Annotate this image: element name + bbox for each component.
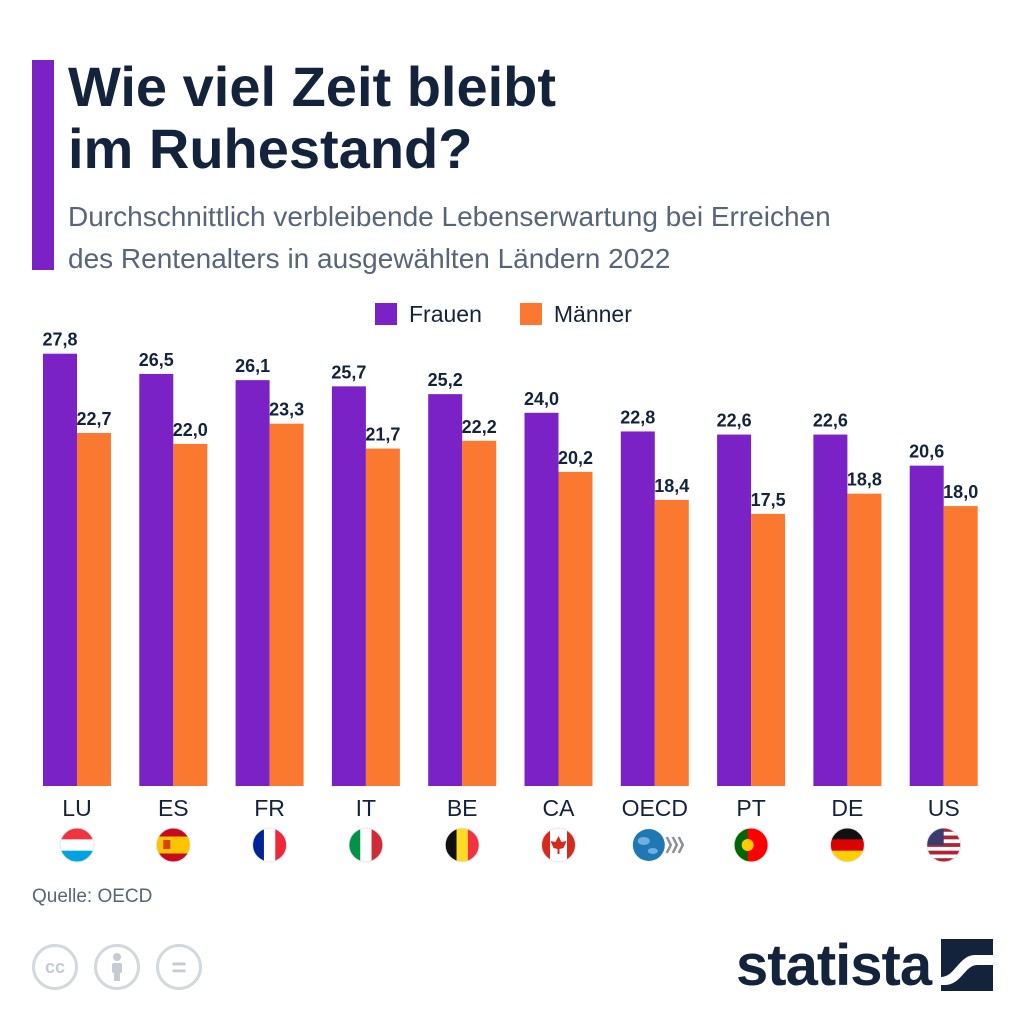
bar-frauen-pt [717, 434, 752, 786]
cc-icon-text: cc [44, 956, 66, 977]
data-label-frauen-pt: 22,6 [717, 411, 752, 431]
data-label-maenner-ca: 20,2 [558, 448, 593, 468]
data-label-maenner-be: 22,2 [462, 417, 497, 437]
statista-logo-icon [941, 939, 994, 991]
flag-france-icon [252, 827, 288, 863]
x-tick-label-oecd: OECD [622, 795, 688, 821]
statista-logo[interactable]: statista [736, 930, 994, 1000]
flag-usa-icon [926, 827, 962, 863]
legend-swatch-maenner [519, 303, 542, 325]
data-label-frauen-ca: 24,0 [524, 389, 559, 409]
bar-maenner-es [173, 443, 208, 786]
data-label-frauen-oecd: 22,8 [620, 407, 655, 427]
data-label-frauen-es: 26,5 [139, 350, 174, 370]
bar-frauen-oecd [620, 431, 655, 786]
bar-maenner-lu [77, 433, 111, 786]
data-label-maenner-lu: 22,7 [76, 409, 111, 429]
chart-title-line-2: im Ruhestand? [68, 117, 473, 180]
x-tick-label-lu: LU [62, 795, 91, 821]
data-label-maenner-us: 18,0 [943, 482, 978, 502]
bar-frauen-us [909, 465, 944, 786]
title-accent-bar [32, 60, 54, 270]
flag-italy-icon [348, 827, 384, 863]
flag-germany-icon [829, 827, 865, 863]
bar-frauen-ca [524, 412, 559, 786]
x-tick-label-us: US [928, 795, 960, 821]
data-label-maenner-oecd: 18,4 [654, 476, 689, 496]
legend-item-frauen: Frauen [375, 301, 482, 328]
chart-subtitle: Durchschnittlich verbleibende Lebenserwa… [68, 196, 1008, 280]
chart-title-line-1: Wie viel Zeit bleibt [68, 55, 557, 118]
bar-frauen-be [428, 394, 463, 786]
chart-legend: Frauen Männer [375, 300, 670, 328]
flag-canada-icon [541, 827, 576, 863]
bar-frauen-de [813, 434, 848, 786]
attribution-icon [94, 944, 140, 990]
flag-belgium-icon [444, 827, 480, 863]
statista-logo-text: statista [736, 932, 932, 998]
x-tick-label-pt: PT [736, 795, 765, 821]
data-label-maenner-fr: 23,3 [269, 400, 304, 420]
x-tick-label-fr: FR [254, 795, 285, 821]
no-derivatives-icon-text: = [171, 951, 187, 982]
data-label-frauen-fr: 26,1 [235, 356, 270, 376]
chart-subtitle-line-1: Durchschnittlich verbleibende Lebenserwa… [68, 201, 831, 232]
bar-maenner-fr [269, 423, 304, 786]
bar-maenner-be [462, 440, 497, 786]
legend-label-maenner: Männer [553, 300, 632, 327]
data-label-frauen-it: 25,7 [331, 362, 366, 382]
bar-maenner-de [847, 493, 882, 786]
data-label-frauen-us: 20,6 [909, 442, 944, 462]
x-tick-label-de: DE [831, 795, 863, 821]
person-icon [112, 953, 122, 981]
cc-icon: cc [32, 944, 78, 990]
x-tick-label-es: ES [158, 795, 189, 821]
bar-chart: 27,8 22,7 LU 26,5 22,0 ES 26,1 23,3 FR 25,7 21,7 IT… [42, 330, 978, 863]
chart-subtitle-line-2: des Rentenalters in ausgewählten Ländern… [68, 243, 671, 274]
flag-portugal-icon [733, 827, 769, 863]
bar-maenner-us [943, 506, 978, 786]
data-label-frauen-lu: 27,8 [42, 330, 77, 350]
legend-label-frauen: Frauen [409, 300, 482, 327]
x-tick-label-it: IT [356, 795, 376, 821]
flag-spain-icon [155, 827, 191, 863]
bar-frauen-it [331, 386, 366, 786]
legend-item-maenner: Männer [519, 300, 632, 328]
x-tick-label-ca: CA [543, 795, 576, 821]
chart-title: Wie viel Zeit bleibt im Ruhestand? [68, 56, 968, 180]
bar-maenner-ca [558, 471, 593, 786]
legend-swatch-frauen [375, 303, 397, 325]
data-label-frauen-de: 22,6 [813, 411, 848, 431]
oecd-logo-icon [632, 828, 685, 862]
bar-maenner-pt [751, 513, 786, 786]
source-note: Quelle: OECD [32, 886, 153, 907]
x-tick-label-be: BE [447, 795, 478, 821]
data-label-maenner-es: 22,0 [173, 420, 208, 440]
bar-frauen-lu [43, 353, 77, 786]
bar-maenner-oecd [654, 499, 689, 786]
data-label-maenner-it: 21,7 [365, 425, 400, 445]
data-label-frauen-be: 25,2 [428, 370, 463, 390]
data-label-maenner-pt: 17,5 [751, 490, 786, 510]
data-label-maenner-de: 18,8 [847, 470, 882, 490]
flag-luxembourg-icon [59, 827, 95, 863]
bar-frauen-fr [235, 380, 270, 786]
bar-frauen-es [139, 373, 174, 786]
no-derivatives-icon: = [156, 944, 202, 990]
bar-maenner-it [365, 448, 400, 786]
